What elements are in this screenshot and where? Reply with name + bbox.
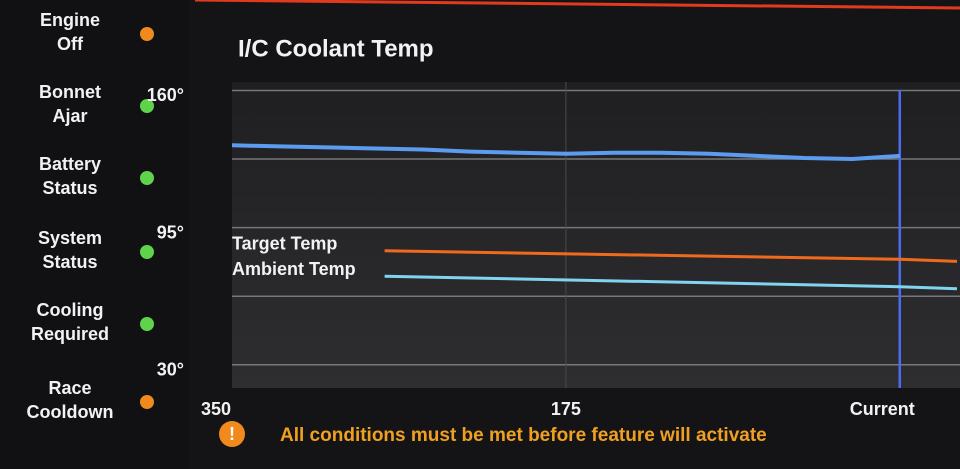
- notice-icon: !: [229, 424, 235, 444]
- status-label-line: System: [38, 228, 102, 248]
- status-label-line: Cooldown: [27, 402, 114, 422]
- x-tick-label: 175: [551, 399, 581, 419]
- status-dot: [140, 395, 154, 409]
- x-tick-label: Current: [850, 399, 915, 419]
- status-label-line: Off: [57, 34, 84, 54]
- status-label-line: Battery: [39, 154, 101, 174]
- status-dot: [140, 317, 154, 331]
- status-label-line: Engine: [40, 10, 100, 30]
- status-label-line: Cooling: [37, 300, 104, 320]
- chart-title: I/C Coolant Temp: [238, 35, 434, 62]
- x-tick-label: 350: [201, 399, 231, 419]
- status-label-line: Status: [42, 252, 97, 272]
- status-dot: [140, 245, 154, 259]
- status-label-line: Ajar: [52, 106, 87, 126]
- screen: I/C Coolant Temp ! All conditions must b…: [0, 0, 960, 469]
- notice-text: All conditions must be met before featur…: [280, 425, 767, 446]
- top-accent: [195, 0, 960, 8]
- y-tick-label: 30°: [157, 360, 184, 380]
- status-label-line: Required: [31, 324, 109, 344]
- status-dot: [140, 27, 154, 41]
- dashboard: I/C Coolant Temp ! All conditions must b…: [0, 0, 960, 469]
- y-tick-label: 95°: [157, 222, 184, 242]
- series-label: Target Temp: [232, 234, 337, 254]
- series-label: Ambient Temp: [232, 259, 356, 279]
- y-tick-label: 160°: [147, 85, 184, 105]
- status-label-line: Race: [48, 378, 91, 398]
- plot-area: [232, 82, 960, 388]
- status-dot: [140, 171, 154, 185]
- status-label-line: Bonnet: [39, 82, 101, 102]
- status-label-line: Status: [42, 178, 97, 198]
